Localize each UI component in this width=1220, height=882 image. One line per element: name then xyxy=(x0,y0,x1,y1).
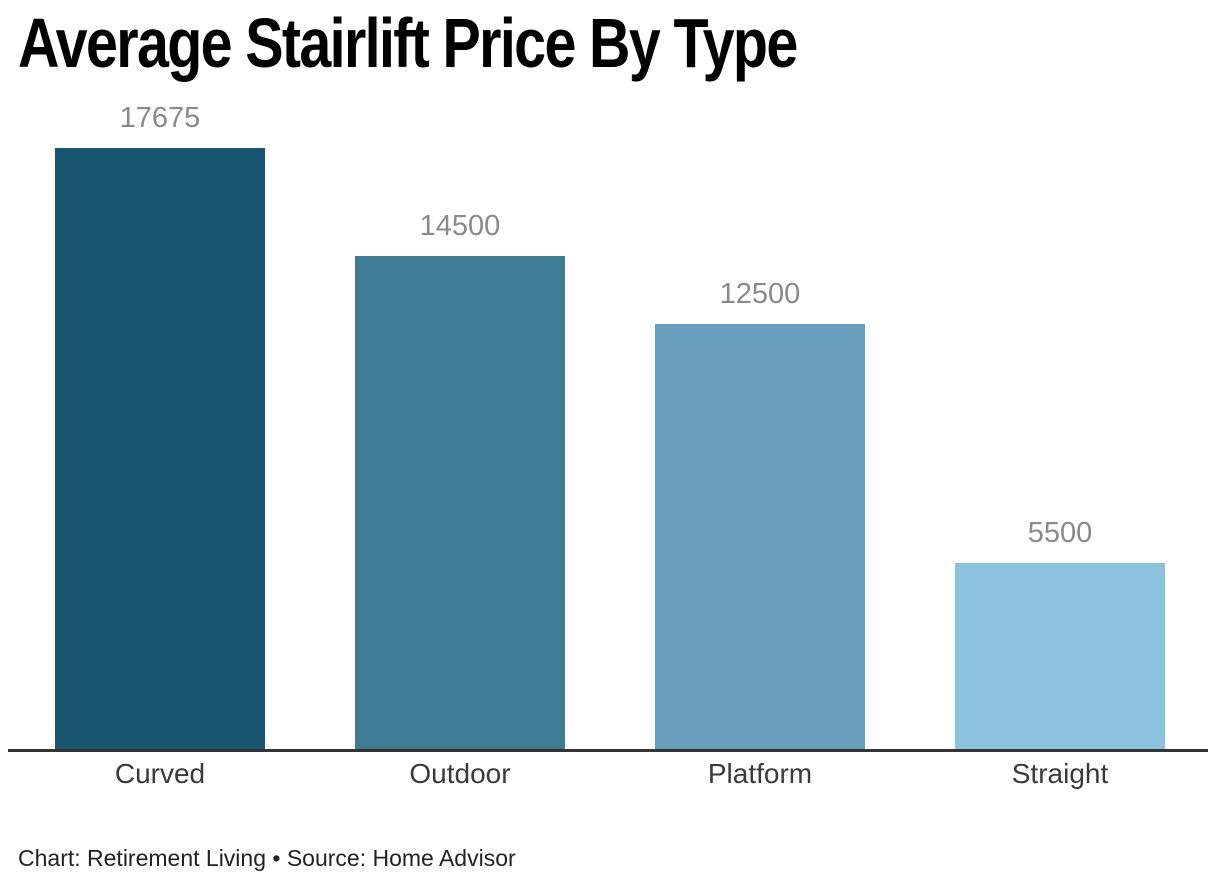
plot-area: 17675 14500 12500 5500 xyxy=(10,90,1210,750)
category-label: Curved xyxy=(114,758,206,789)
bar-group-platform: 12500 xyxy=(610,90,910,750)
bar xyxy=(955,563,1165,750)
value-label: 14500 xyxy=(419,210,501,243)
bar-group-outdoor: 14500 xyxy=(310,90,610,750)
value-label: 12500 xyxy=(719,278,801,311)
value-label: 5500 xyxy=(1027,517,1093,550)
value-label: 17675 xyxy=(119,102,201,135)
category-label: Platform xyxy=(707,758,813,789)
bar xyxy=(355,256,565,750)
x-axis-line xyxy=(8,749,1208,752)
category-label: Straight xyxy=(1011,758,1109,789)
chart-credit: Chart: Retirement Living • Source: Home … xyxy=(18,845,516,871)
bar-group-straight: 5500 xyxy=(910,90,1210,750)
chart-title: Average Stairlift Price By Type xyxy=(18,4,798,82)
bar-group-curved: 17675 xyxy=(10,90,310,750)
category-label: Outdoor xyxy=(409,758,511,789)
bar xyxy=(655,324,865,750)
bar xyxy=(55,148,265,750)
x-axis-category-row: Curved Outdoor Platform Straight xyxy=(10,758,1210,790)
